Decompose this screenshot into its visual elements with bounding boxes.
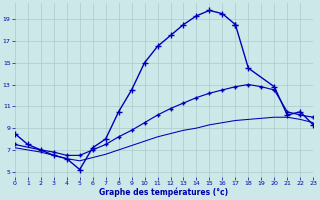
- X-axis label: Graphe des températures (°c): Graphe des températures (°c): [100, 188, 228, 197]
